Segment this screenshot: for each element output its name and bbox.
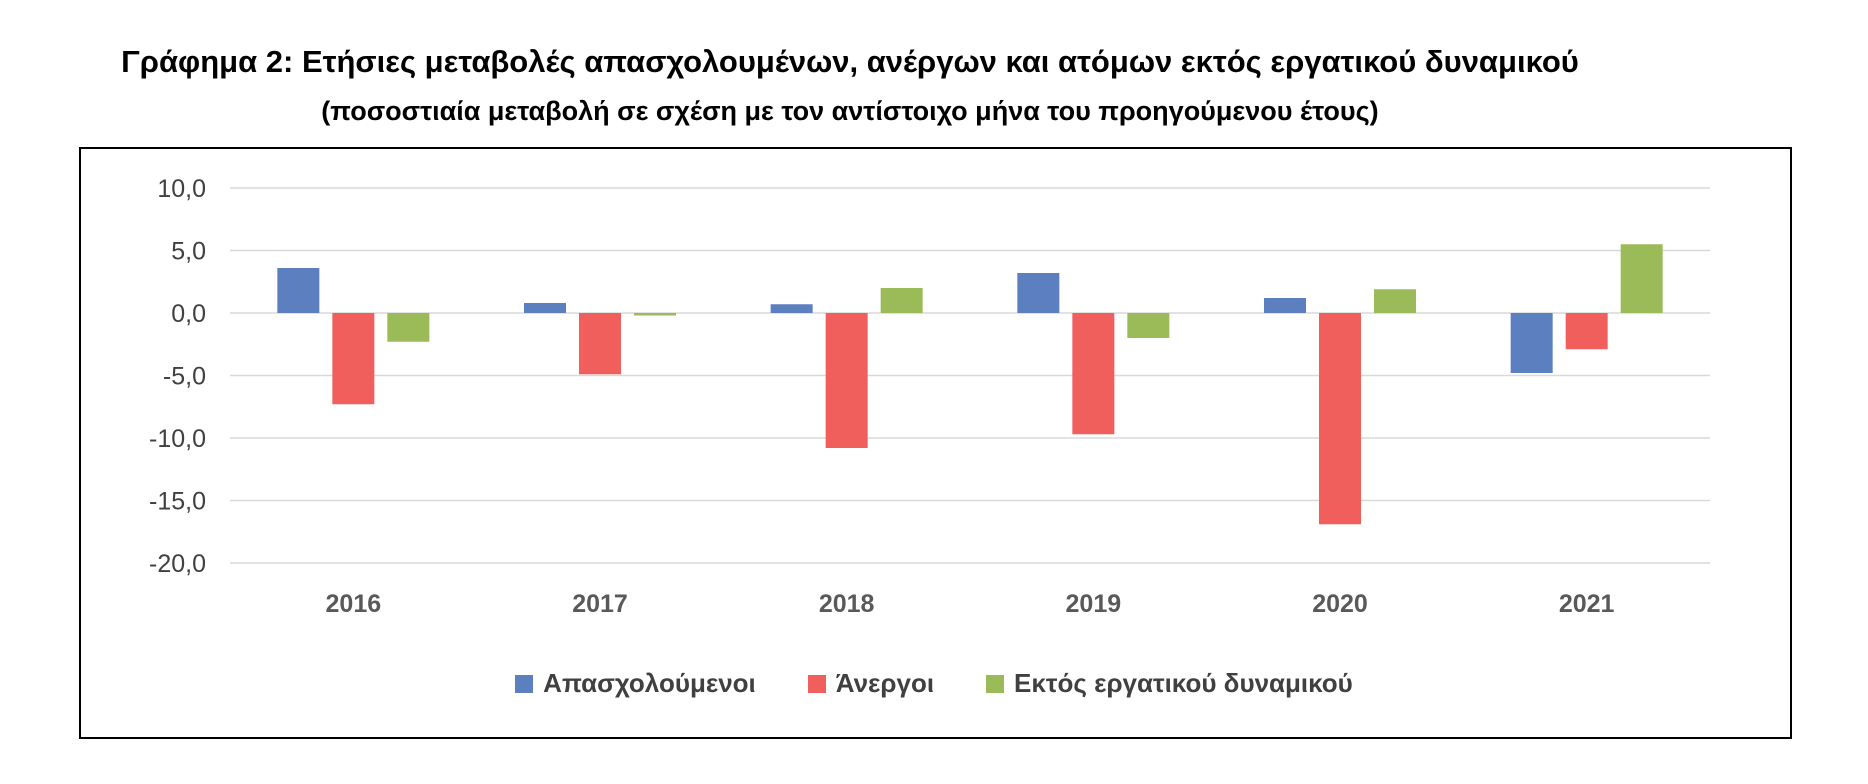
- bar-series-1: [1017, 273, 1060, 313]
- chart-title: Γράφημα 2: Ετήσιες μεταβολές απασχολουμέ…: [121, 44, 1579, 79]
- y-tick-label: -15,0: [149, 488, 206, 516]
- bar-series-2: [1565, 313, 1608, 350]
- x-tick-label: 2019: [1066, 590, 1122, 618]
- bar-series-1: [1264, 298, 1306, 313]
- chart-frame: [79, 147, 1792, 739]
- x-tick-label: 2016: [326, 590, 382, 618]
- bar-series-1: [524, 303, 566, 313]
- bar-series-1: [1510, 313, 1553, 373]
- legend-label-inactive: Εκτός εργατικού δυναμικού: [1014, 668, 1353, 698]
- bar-series-3: [1620, 244, 1663, 313]
- chart-subtitle: (ποσοστιαία μεταβολή σε σχέση με τον αντ…: [321, 96, 1379, 126]
- legend-swatch-inactive: [986, 674, 1005, 693]
- bar-series-3: [1374, 289, 1416, 313]
- bar-series-1: [277, 268, 320, 313]
- legend-item-unemployed: Άνεργοι: [807, 668, 935, 699]
- bar-series-2: [579, 313, 621, 375]
- y-tick-label: 10,0: [157, 175, 206, 203]
- bar-series-2: [332, 313, 375, 405]
- x-tick-label: 2021: [1559, 590, 1615, 618]
- y-tick-label: 0,0: [171, 300, 206, 328]
- bar-series-3: [634, 313, 676, 316]
- x-tick-label: 2018: [819, 590, 875, 618]
- legend: Απασχολούμενοι Άνεργοι Εκτός εργατικού δ…: [0, 668, 1868, 699]
- y-tick-label: -20,0: [149, 550, 206, 578]
- y-tick-label: -5,0: [163, 363, 206, 391]
- legend-label-employed: Απασχολούμενοι: [543, 668, 756, 698]
- bar-series-3: [387, 313, 430, 342]
- legend-label-unemployed: Άνεργοι: [835, 668, 935, 698]
- bar-series-3: [1127, 313, 1170, 338]
- legend-item-employed: Απασχολούμενοι: [515, 668, 756, 699]
- y-tick-label: 5,0: [171, 238, 206, 266]
- y-tick-label: -10,0: [149, 425, 206, 453]
- bar-series-3: [880, 288, 923, 313]
- legend-swatch-employed: [515, 674, 534, 693]
- bar-series-2: [1319, 313, 1361, 525]
- x-tick-label: 2017: [572, 590, 628, 618]
- bar-series-1: [770, 304, 813, 313]
- bar-series-2: [825, 313, 868, 448]
- x-tick-label: 2020: [1312, 590, 1368, 618]
- legend-swatch-unemployed: [807, 674, 826, 693]
- legend-item-inactive: Εκτός εργατικού δυναμικού: [986, 668, 1353, 699]
- bar-series-2: [1072, 313, 1115, 435]
